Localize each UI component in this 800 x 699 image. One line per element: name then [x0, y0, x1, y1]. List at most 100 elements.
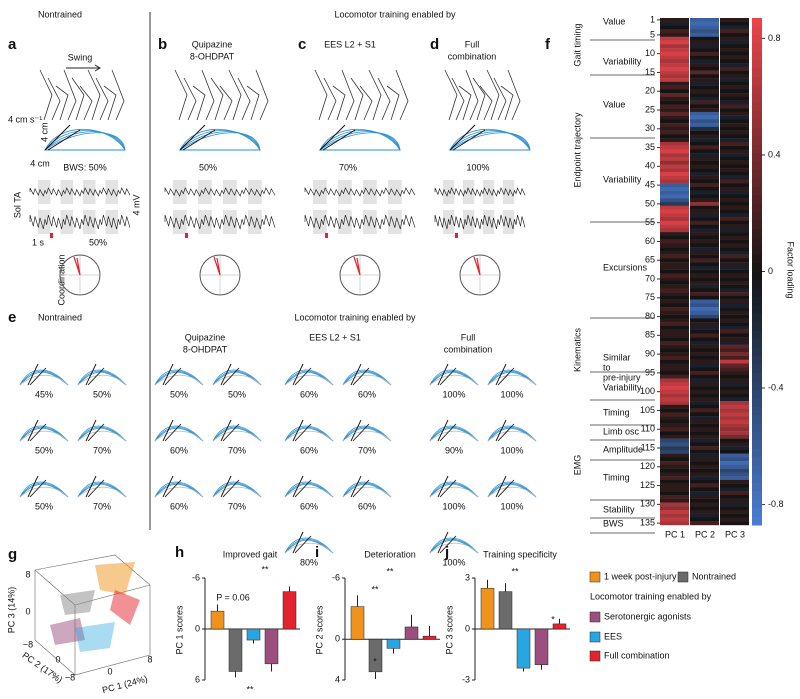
heatmap-cell — [720, 36, 749, 41]
heatmap-cell — [690, 93, 719, 98]
heatmap-cell — [720, 96, 749, 101]
heatmap-cell — [660, 262, 689, 267]
heatmap-cell — [660, 367, 689, 372]
heatmap-cell — [660, 352, 689, 357]
heatmap-cell — [660, 21, 689, 26]
heatmap-cell — [660, 74, 689, 79]
force-vector — [85, 419, 105, 442]
reference-trajectory — [284, 542, 334, 554]
percentage-label: 60% — [358, 389, 376, 399]
heatmap-cell — [720, 521, 749, 526]
stance-band — [248, 180, 262, 204]
bar — [386, 638, 401, 649]
heatmap-cell — [660, 269, 689, 274]
heatmap-cell — [660, 479, 689, 484]
heatmap-cell — [660, 220, 689, 225]
stance-band — [463, 180, 475, 204]
tick-label: 0 — [335, 634, 340, 644]
heatmap-cell — [720, 494, 749, 499]
heatmap-cell — [720, 134, 749, 139]
label: Locomotor training enabled by — [294, 312, 416, 322]
stance-band — [443, 180, 455, 204]
colorbar-step — [752, 339, 762, 349]
colorbar-step — [752, 212, 762, 222]
heatmap-cell — [720, 145, 749, 150]
heatmap-cell — [690, 434, 719, 439]
heatmap-cell — [660, 333, 689, 338]
heatmap-cell — [720, 352, 749, 357]
heatmap-cell — [720, 25, 749, 30]
heatmap-cell — [690, 33, 719, 37]
heatmap-cell — [690, 81, 719, 86]
heatmap-cell — [660, 55, 689, 60]
colorbar-label: 0.4 — [768, 149, 781, 159]
stance-band — [198, 210, 212, 234]
label: Quipazine — [192, 39, 233, 49]
heatmap-cell — [660, 322, 689, 327]
legend-label: Serotonergic agonists — [604, 611, 692, 621]
heatmap-cell — [690, 228, 719, 233]
colorbar-step — [752, 296, 762, 306]
heatmap-cell — [720, 205, 749, 210]
reference-trajectory — [19, 374, 69, 386]
heatmap-cell — [720, 89, 749, 94]
foot-trajectory — [449, 128, 531, 151]
bar — [498, 591, 513, 630]
heatmap-cell — [660, 247, 689, 252]
tick-label: 0 — [107, 666, 112, 676]
heatmap-cell — [690, 386, 719, 390]
heatmap-cell — [660, 329, 689, 334]
heatmap-cell — [660, 310, 689, 315]
row-tick-label: 60 — [645, 236, 655, 246]
colorbar-step — [752, 254, 762, 264]
heatmap-cell — [720, 21, 749, 26]
heatmap-cell — [720, 423, 749, 428]
heatmap-cell — [720, 29, 749, 34]
label: Full — [461, 332, 476, 342]
heatmap-cell — [660, 273, 689, 278]
stick-figure — [444, 69, 521, 121]
bar — [228, 628, 243, 672]
colorbar-step — [752, 85, 762, 95]
colorbar-step — [752, 178, 762, 188]
heatmap-cell — [690, 337, 719, 342]
heatmap-cell — [720, 149, 749, 154]
reference-trajectory — [429, 486, 479, 498]
colorbar-step — [752, 508, 762, 518]
heatmap-cell — [690, 108, 719, 113]
row-tick-label: 85 — [645, 330, 655, 340]
reference-trajectory — [284, 374, 334, 386]
heatmap-cell — [720, 175, 749, 180]
axis-label: PC 1 scores — [174, 605, 184, 655]
heatmap-cell — [690, 431, 719, 436]
colorbar-step — [752, 491, 762, 501]
heatmap-cell — [690, 63, 719, 68]
heatmap-cell — [660, 190, 689, 195]
heatmap-cell — [720, 243, 749, 248]
label: e — [8, 309, 16, 326]
heatmap-cell — [690, 325, 719, 330]
heatmap-cell — [660, 164, 689, 169]
row-group-label: to — [603, 362, 611, 372]
heatmap-cell — [720, 78, 749, 83]
heatmap-cell — [660, 314, 689, 319]
heatmap-cell — [690, 104, 719, 109]
colorbar-step — [752, 499, 762, 509]
reference-trajectory — [429, 542, 479, 554]
heatmap-cell — [660, 179, 689, 184]
heatmap-cell — [660, 217, 689, 221]
colorbar-step — [752, 195, 762, 205]
heatmap-cell — [720, 299, 749, 304]
row-group-label: BWS — [603, 518, 624, 528]
label: Nontrained — [38, 9, 82, 19]
polar-vector — [213, 256, 221, 276]
tick-label: 0 — [195, 623, 200, 633]
heatmap-cell — [690, 449, 719, 454]
heatmap-cell — [720, 487, 749, 492]
heatmap-cell — [720, 220, 749, 225]
heatmap-cell — [690, 130, 719, 135]
heatmap-cell — [690, 220, 719, 225]
heatmap-cell — [720, 325, 749, 330]
heatmap-cell — [720, 48, 749, 52]
colorbar-step — [752, 313, 762, 323]
